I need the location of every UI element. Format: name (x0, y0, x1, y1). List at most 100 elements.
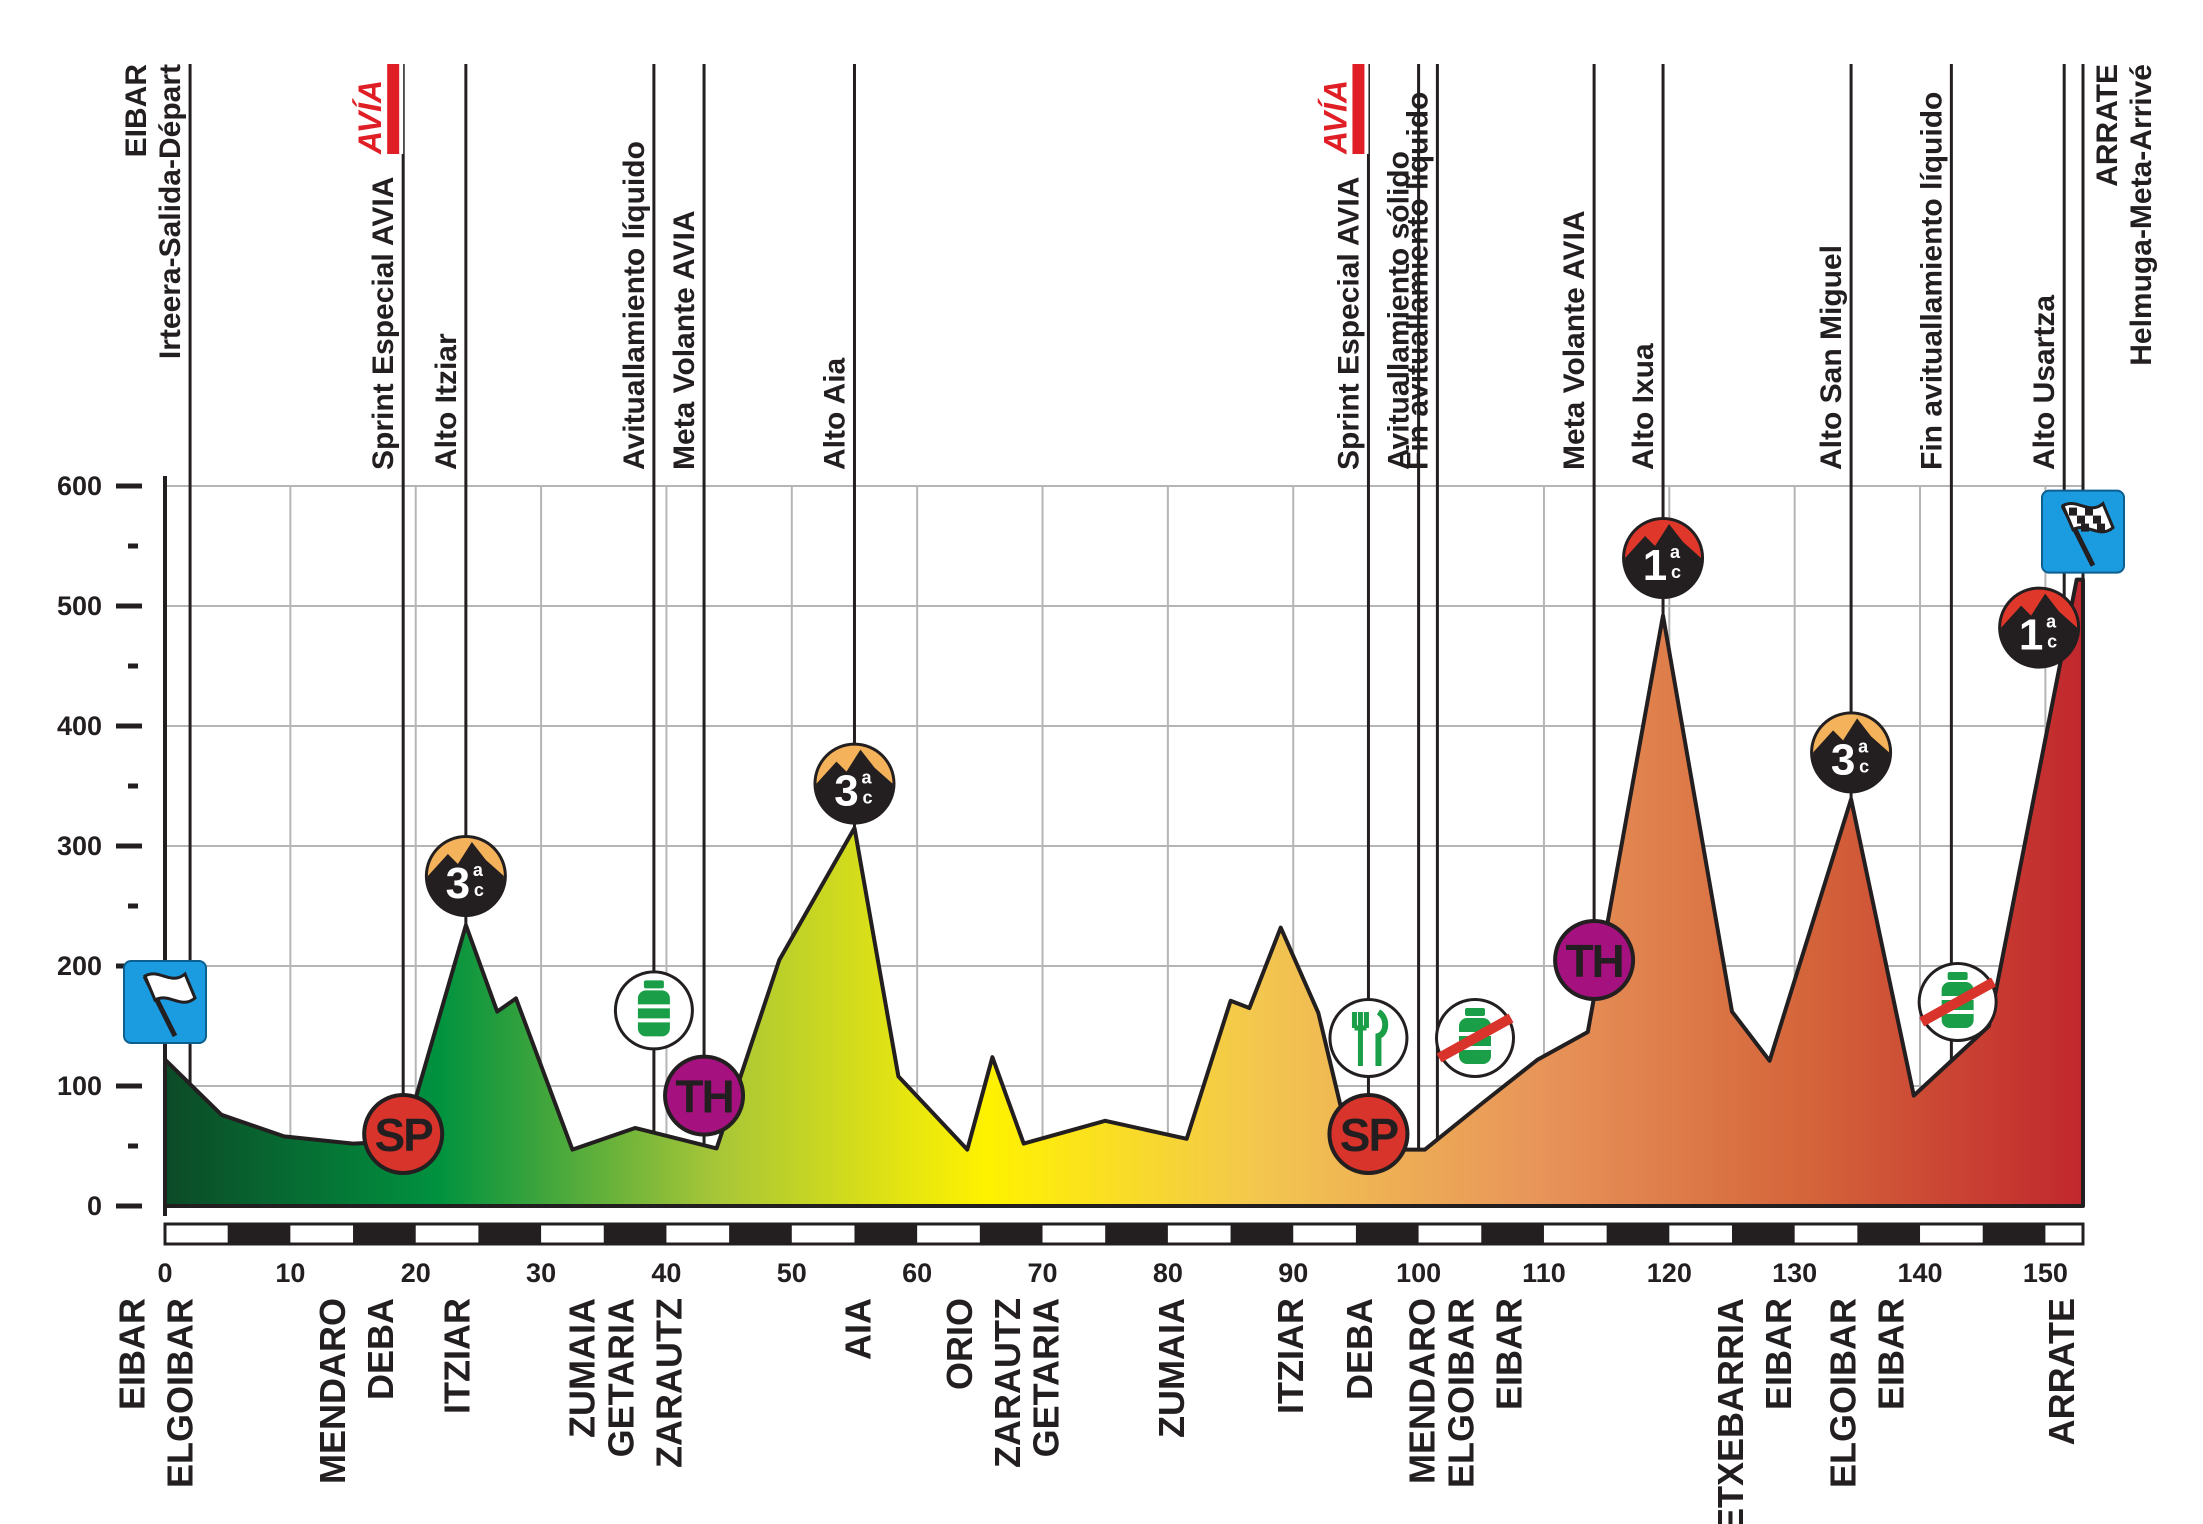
y-tick-label: 500 (57, 591, 102, 621)
pass-label: Alto Usartza (2028, 295, 2061, 470)
badge-category-number: 1 (1643, 541, 1667, 590)
badge-fill (667, 1058, 742, 1133)
place-label: DEBA (1339, 1298, 1380, 1400)
x-tick-label: 100 (1396, 1258, 1441, 1288)
place-label: DEBA (360, 1298, 401, 1400)
knife-icon (1375, 1009, 1389, 1066)
grid-lines (165, 485, 2083, 1206)
strike-line (1919, 977, 1997, 1027)
badge-text: SP (374, 1109, 433, 1161)
x-tick-label: 90 (1278, 1258, 1308, 1288)
x-tick-label: 110 (1522, 1258, 1566, 1288)
place-label: ITZIAR (1270, 1298, 1311, 1414)
bottle-cap (1465, 1008, 1486, 1016)
finish-label: Helmuga-Meta-Arrivé (2125, 64, 2158, 366)
badge-text: SP (1340, 1109, 1399, 1161)
intermediate-sprint-badge: TH (1553, 919, 1636, 1001)
x-axis-band-segment (729, 1224, 792, 1244)
flag-check (2077, 515, 2085, 524)
badge-fill (1331, 1097, 1406, 1171)
x-tick-label: 120 (1647, 1258, 1692, 1288)
x-tick-label: 70 (1027, 1258, 1057, 1288)
x-axis-band-segment (478, 1224, 542, 1244)
badge-sub: c (862, 788, 872, 808)
x-tick-label: 80 (1153, 1258, 1183, 1288)
badge-lower (1625, 560, 1702, 598)
x-axis-band-segment (1606, 1224, 1670, 1244)
pass-label: Sprint Especial AVIA (1332, 177, 1365, 470)
place-label: EIBAR (1871, 1298, 1912, 1410)
x-axis-band-segment (1230, 1224, 1294, 1244)
x-tick-label: 30 (526, 1258, 556, 1288)
avia-logo-text: AVÍA (1317, 80, 1353, 155)
x-axis-band-segment (1355, 1224, 1419, 1244)
flag-check (2085, 507, 2093, 516)
y-axis: 0 100 200 300 400 500 600 (57, 471, 167, 1221)
place-label: ZUMAIA (1151, 1298, 1192, 1438)
x-axis-band-segment (353, 1224, 416, 1244)
place-label: ZARAUTZ (648, 1298, 689, 1468)
start-flag-icon (123, 960, 207, 1044)
liquid-feed-end-icon (1435, 998, 1516, 1078)
mountain-category-badge: 1 ac (1622, 517, 1705, 599)
x-axis-band-segment (1982, 1224, 2046, 1244)
y-tick-label: 100 (57, 1071, 102, 1101)
pass-labels: EIBAR Irteera-Salida-Départ Sprint Especia… (120, 64, 2158, 470)
badge-sub: c (2047, 632, 2057, 652)
place-label: ZARAUTZ (987, 1298, 1028, 1468)
x-tick-label: 10 (275, 1258, 305, 1288)
liquid-feed-end-icon (1917, 962, 1998, 1042)
fork-icon (1351, 1012, 1369, 1066)
badge-category-number: 3 (1831, 735, 1855, 784)
badge-lower (427, 878, 504, 916)
place-label: ELGOIBAR (159, 1298, 200, 1488)
place-labels: EIBAR ELGOIBAR MENDARO DEBA ITZIAR ZUMAIAGETA… (111, 1298, 2081, 1524)
mountain-category-badge: 1 ac (1998, 586, 2081, 669)
place-label: EIBAR (111, 1298, 152, 1410)
bottle-cap (1947, 972, 1968, 980)
badge-sup: a (473, 860, 484, 880)
pass-label: Avituallamiento sólido (1383, 151, 1416, 470)
mountain-category-badge: 3 ac (1810, 711, 1893, 794)
start-town-label: EIBAR (120, 64, 153, 158)
badge-lower (2001, 629, 2078, 668)
badge-sup: a (2046, 612, 2057, 632)
badge-sup: a (861, 768, 872, 788)
pass-label: Alto Aia (818, 357, 851, 470)
place-label: ELGOIBAR (1440, 1298, 1481, 1488)
x-tick-label: 60 (902, 1258, 932, 1288)
place-label: GETARIA (1026, 1298, 1067, 1457)
x-tick-label: 20 (401, 1258, 431, 1288)
sprint-badge: SP (1327, 1093, 1410, 1175)
y-tick-label: 300 (57, 831, 102, 861)
flag-check (2069, 507, 2077, 516)
x-axis-band-segment (1857, 1224, 1921, 1244)
badge-sub: c (1671, 562, 1681, 582)
flag-check (2093, 515, 2101, 524)
pass-label: Sprint Especial AVIA (367, 177, 400, 470)
y-tick-label: 600 (57, 471, 102, 501)
bottle-body (637, 990, 670, 1037)
badge-lower (816, 785, 893, 824)
pass-label: Alto San Miguel (1815, 245, 1848, 470)
pass-label: Fin avituallamiento líquido (1401, 92, 1434, 470)
x-tick-label: 150 (2023, 1258, 2068, 1288)
finish-flag-icon (2041, 489, 2125, 574)
avia-logo-bar (1352, 64, 1365, 154)
place-label: EIBAR (1488, 1298, 1529, 1410)
pass-label: Fin avituallamiento líquido (1915, 92, 1948, 470)
avia-logo-text: AVÍA (352, 80, 388, 155)
flag-box (123, 960, 207, 1044)
pass-label: Avituallamiento líquido (618, 141, 651, 470)
badge-sub: c (474, 880, 484, 900)
x-tick-label: 50 (777, 1258, 807, 1288)
place-label: GETARIA (600, 1298, 641, 1457)
flag-check (2097, 523, 2105, 532)
x-axis-band-segment (603, 1224, 667, 1244)
x-tick-label: 140 (1898, 1258, 1943, 1288)
badge-category-number: 3 (834, 767, 858, 816)
food-zone-icon (1328, 998, 1409, 1078)
checkered-flag (2061, 501, 2115, 534)
flag-check (2081, 523, 2089, 532)
badge-category-number: 1 (2019, 611, 2043, 660)
